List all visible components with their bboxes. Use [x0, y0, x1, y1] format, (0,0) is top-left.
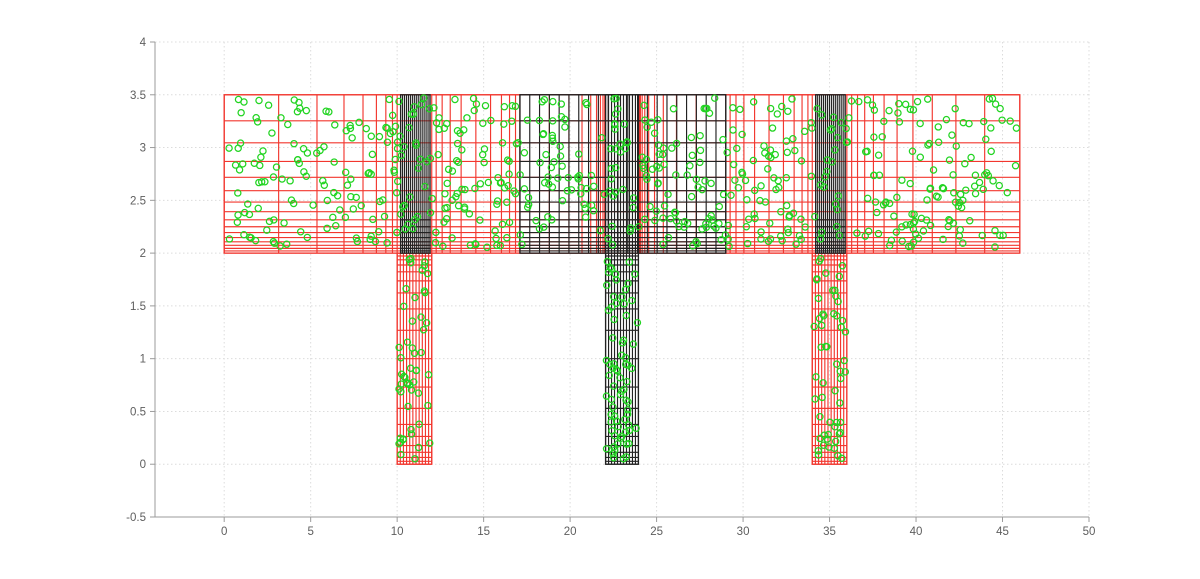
y-tick-label: 0: [140, 459, 146, 471]
x-tick-label: 25: [650, 526, 663, 538]
pier1-junction-black-band: [399, 94, 431, 254]
y-tick-label: 4: [140, 37, 147, 49]
x-tick-label: 15: [477, 526, 490, 538]
x-tick-label: 45: [996, 526, 1009, 538]
x-tick-label: 30: [737, 526, 750, 538]
x-tick-label: 10: [391, 526, 404, 538]
x-tick-label: 35: [823, 526, 836, 538]
y-tick-label: 3.5: [130, 90, 146, 102]
axes: 0 5 10 15 20 25 30 35 40 45 50 -0.5 0 0.5 1 1.5 2 2.5 3 3.5…: [126, 37, 1095, 538]
x-tick-label: 50: [1083, 526, 1096, 538]
y-tick-label: 3: [140, 143, 146, 155]
y-tick-label: -0.5: [126, 512, 146, 524]
y-tick-label: 0.5: [130, 406, 146, 418]
y-tick-label: 2.5: [130, 195, 146, 207]
sample-points: [225, 94, 1021, 463]
x-tick-label: 40: [910, 526, 923, 538]
y-tick-label: 2: [140, 248, 146, 260]
x-tick-label: 5: [307, 526, 313, 538]
x-tick-label: 20: [564, 526, 577, 538]
y-tick-label: 1.5: [130, 301, 146, 313]
x-tick-label: 0: [221, 526, 227, 538]
y-tick-label: 1: [140, 354, 146, 366]
